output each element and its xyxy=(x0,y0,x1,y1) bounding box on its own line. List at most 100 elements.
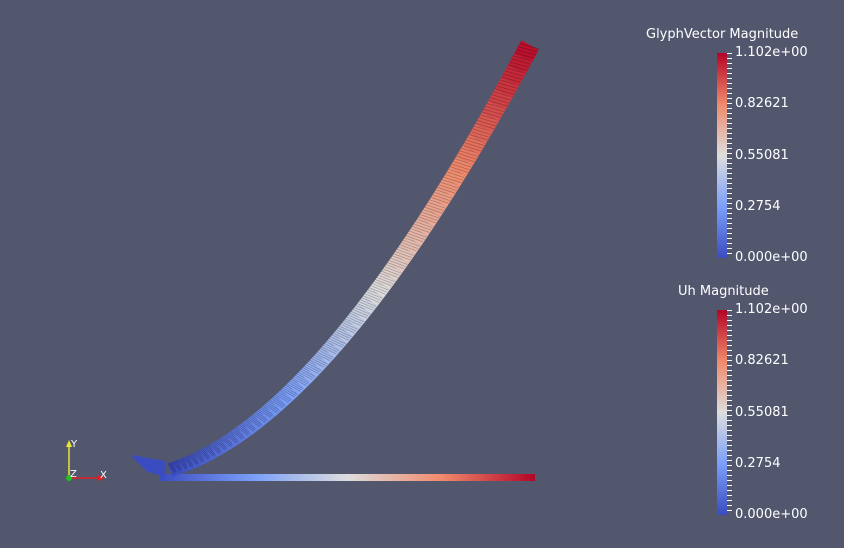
glyph-arrow xyxy=(182,457,192,468)
glyph-arrow xyxy=(354,307,371,315)
glyph-arrow xyxy=(225,434,237,444)
legend-title: Uh Magnitude xyxy=(678,284,769,299)
glyph-arrow xyxy=(189,454,199,465)
legend-label-max: 1.102e+00 xyxy=(735,45,808,60)
glyph-arrow xyxy=(200,449,210,459)
glyph-arrow xyxy=(288,382,303,391)
glyph-arrow xyxy=(459,150,478,157)
glyph-arrow xyxy=(312,356,328,365)
glyph-arrow xyxy=(381,270,399,278)
glyph-arrow xyxy=(168,462,176,473)
glyph-arrow xyxy=(468,134,488,141)
glyph-arrow xyxy=(501,76,521,83)
axis-label-z: Z xyxy=(70,469,77,480)
beam-segment xyxy=(270,394,287,412)
glyph-arrow xyxy=(357,303,374,311)
glyph-arrow xyxy=(449,166,469,173)
glyph-arrow xyxy=(141,465,166,473)
glyph-arrow xyxy=(519,43,540,50)
glyph-arrow xyxy=(318,349,334,358)
glyph-arrow xyxy=(198,449,209,460)
glyph-arrow xyxy=(180,458,189,469)
glyph-arrow xyxy=(470,131,490,138)
glyph-arrow xyxy=(483,108,503,116)
axis-label-x: X xyxy=(100,470,107,481)
glyph-arrow xyxy=(446,171,465,179)
beam-segment xyxy=(393,244,415,265)
beam-segment xyxy=(494,76,519,99)
glyph-arrow xyxy=(228,432,240,442)
beam-segment xyxy=(236,422,252,440)
glyph-arrow xyxy=(342,322,358,330)
glyph-arrow xyxy=(194,451,204,462)
legend-label: 0.2754 xyxy=(735,199,781,214)
glyph-arrow xyxy=(491,94,511,101)
glyph-arrow xyxy=(143,467,166,475)
glyph-arrow xyxy=(387,262,405,270)
glyph-arrow xyxy=(432,194,451,202)
glyph-arrow xyxy=(286,383,301,392)
beam-segment xyxy=(258,404,275,422)
glyph-arrow xyxy=(372,283,389,291)
glyph-arrow xyxy=(360,299,377,307)
beam-segment xyxy=(321,340,341,359)
glyph-arrow xyxy=(475,122,495,130)
glyph-arrow xyxy=(248,417,261,426)
beam-segment xyxy=(357,295,378,315)
glyph-arrow xyxy=(443,176,462,184)
glyph-arrow xyxy=(481,111,501,118)
glyph-arrow xyxy=(345,318,361,326)
glyph-arrow xyxy=(282,387,297,396)
glyph-arrow xyxy=(437,186,456,194)
beam-segment xyxy=(424,197,447,218)
undeformed-beam xyxy=(160,474,535,481)
glyph-arrow xyxy=(311,358,326,366)
glyph-arrow xyxy=(292,377,307,386)
glyph-arrow xyxy=(438,184,457,192)
glyph-arrow xyxy=(488,100,508,107)
glyph-arrow xyxy=(462,144,482,152)
beam-segment xyxy=(443,166,467,187)
beam-segment xyxy=(351,303,371,323)
beam-segment xyxy=(264,399,281,417)
glyph-arrow xyxy=(237,425,250,435)
beam-segment xyxy=(418,207,441,227)
glyph-arrow xyxy=(220,437,231,447)
glyph-arrow xyxy=(139,463,166,471)
glyph-arrow xyxy=(396,248,414,256)
glyph-arrow xyxy=(196,451,206,461)
glyph-arrow xyxy=(364,293,381,301)
glyph-arrow xyxy=(509,61,530,68)
glyph-arrow xyxy=(193,452,203,463)
glyph-arrow xyxy=(278,391,292,401)
glyph-arrow xyxy=(264,404,278,414)
glyph-arrow xyxy=(457,153,477,160)
glyph-arrow xyxy=(401,242,419,250)
glyph-arrow xyxy=(260,408,273,417)
glyph-arrow xyxy=(258,409,272,418)
glyph-arrow xyxy=(294,376,308,385)
axis-label-y: Y xyxy=(71,439,78,450)
glyph-arrow xyxy=(254,412,267,422)
glyph-arrow xyxy=(265,403,279,412)
glyph-arrow xyxy=(340,323,357,332)
beam-segment xyxy=(298,366,317,384)
glyph-arrow xyxy=(405,235,424,243)
beam-segment xyxy=(501,64,526,87)
glyph-arrow xyxy=(517,46,538,53)
glyph-arrow xyxy=(348,314,364,323)
beam-segment xyxy=(247,414,263,431)
beam-segment xyxy=(225,430,240,448)
glyph-arrow xyxy=(204,447,214,457)
glyph-arrow xyxy=(494,88,515,95)
glyph-arrow xyxy=(131,455,166,463)
glyph-arrow xyxy=(376,277,394,285)
glyph-arrow xyxy=(370,285,388,293)
glyph-arrow xyxy=(434,191,453,199)
glyph-arrow xyxy=(214,441,226,451)
glyph-arrow xyxy=(233,428,246,438)
glyph-arrow xyxy=(272,396,286,406)
glyph-arrow xyxy=(317,351,332,360)
